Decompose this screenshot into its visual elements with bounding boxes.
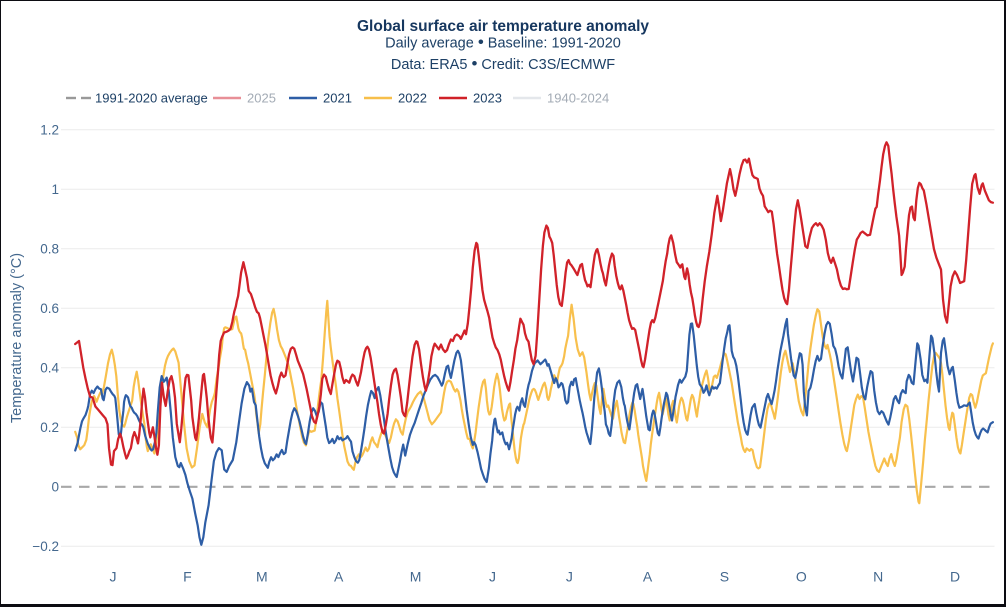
svg-text:−0.2: −0.2 <box>32 539 59 554</box>
svg-text:Data: ERA5 • Credit: C3S/ECMWF: Data: ERA5 • Credit: C3S/ECMWF <box>391 54 615 73</box>
svg-text:N: N <box>873 569 883 585</box>
svg-text:M: M <box>410 569 422 585</box>
svg-text:1991-2020 average: 1991-2020 average <box>95 91 208 106</box>
svg-text:1.2: 1.2 <box>40 122 59 137</box>
svg-text:2021: 2021 <box>323 91 352 106</box>
svg-text:2022: 2022 <box>398 91 427 106</box>
svg-text:1: 1 <box>51 182 59 197</box>
svg-text:A: A <box>643 569 653 585</box>
svg-text:O: O <box>796 569 807 585</box>
svg-text:2023: 2023 <box>473 91 502 106</box>
svg-text:S: S <box>720 569 729 585</box>
svg-text:0.8: 0.8 <box>40 241 59 256</box>
svg-text:0.4: 0.4 <box>40 360 59 375</box>
svg-text:Daily average • Baseline: 1991: Daily average • Baseline: 1991-2020 <box>385 33 621 52</box>
svg-text:J: J <box>110 569 117 585</box>
svg-text:1940-2024: 1940-2024 <box>547 91 609 106</box>
svg-text:2025: 2025 <box>247 91 276 106</box>
svg-text:Global surface air temperature: Global surface air temperature anomaly <box>357 18 649 35</box>
svg-text:A: A <box>334 569 344 585</box>
svg-text:0.2: 0.2 <box>40 420 59 435</box>
svg-text:F: F <box>183 569 192 585</box>
svg-text:J: J <box>566 569 573 585</box>
svg-text:0: 0 <box>51 479 59 494</box>
svg-text:J: J <box>489 569 496 585</box>
svg-text:M: M <box>256 569 268 585</box>
svg-text:D: D <box>950 569 960 585</box>
svg-text:Temperature anomaly (°C): Temperature anomaly (°C) <box>9 253 25 423</box>
svg-text:0.6: 0.6 <box>40 301 59 316</box>
